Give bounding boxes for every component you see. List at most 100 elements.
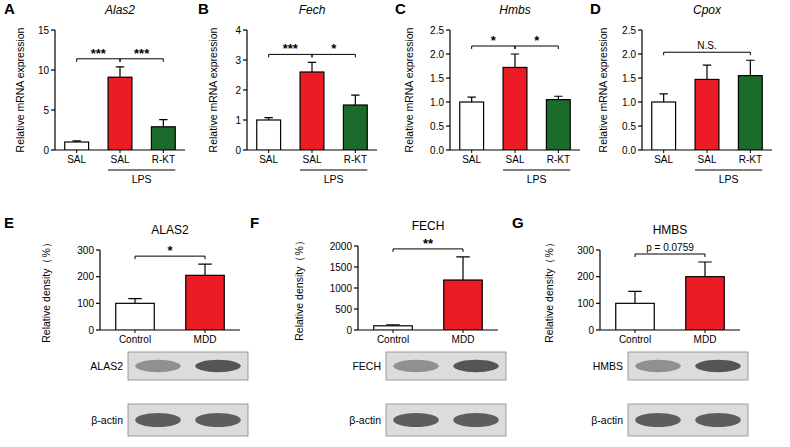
marks xyxy=(460,54,571,150)
x-tick-label: SAL xyxy=(654,154,673,165)
bar xyxy=(374,326,413,330)
error-bar xyxy=(264,118,272,120)
y-tick-label: 1.5 xyxy=(430,73,444,84)
y-axis xyxy=(449,30,450,150)
x-tick xyxy=(471,150,472,153)
bar xyxy=(460,102,484,150)
chart-title: Alas2 xyxy=(104,3,135,17)
x-tick-label: R-KT xyxy=(739,154,762,165)
x-tick xyxy=(355,150,356,153)
group-line xyxy=(695,170,762,171)
blot-label: ALAS2 xyxy=(90,360,123,372)
blot-frame xyxy=(128,404,248,436)
bar xyxy=(300,72,324,150)
y-tick-label: 0 xyxy=(88,325,94,336)
bar xyxy=(546,100,570,150)
y-tick-label: 10 xyxy=(38,65,50,76)
x-tick xyxy=(663,150,664,153)
x-tick-label: MDD xyxy=(194,334,217,345)
y-tick xyxy=(446,101,450,102)
significance-label: N.S. xyxy=(697,40,716,51)
figure: AAlas2Relative mRNA expression051015SALS… xyxy=(0,0,790,447)
y-tick-label: 1.0 xyxy=(622,97,636,108)
y-axis-label: Relative density（%） xyxy=(40,237,52,342)
group-line xyxy=(503,170,570,171)
y-tick-label: 0.5 xyxy=(430,121,444,132)
group-label: LPS xyxy=(132,173,152,185)
error-bar xyxy=(703,65,711,79)
y-tick-label: 0 xyxy=(235,145,241,156)
panel: DCpoxRelative mRNA expression0.00.51.01.… xyxy=(590,0,772,185)
y-tick xyxy=(243,149,247,150)
y-axis-label: Relative density（%） xyxy=(543,237,555,342)
group-line xyxy=(300,170,367,171)
error-bar xyxy=(351,95,359,105)
x-tick-label: R-KT xyxy=(547,154,570,165)
y-tick xyxy=(638,125,642,126)
x-tick-label: SAL xyxy=(303,154,322,165)
bar xyxy=(343,105,367,150)
error-bar xyxy=(628,291,641,303)
y-tick-label: 0.0 xyxy=(430,145,444,156)
marks xyxy=(257,62,368,150)
error-bar xyxy=(72,141,80,142)
y-tick-label: 2 xyxy=(235,85,241,96)
y-tick-label: 0.0 xyxy=(622,145,636,156)
chart-title: Hmbs xyxy=(499,3,530,17)
y-tick-label: 3 xyxy=(235,55,241,66)
y-tick-label: 2.0 xyxy=(622,49,636,60)
x-tick xyxy=(163,150,164,153)
error-bar xyxy=(659,94,667,102)
x-tick-label: Control xyxy=(377,334,409,345)
bar xyxy=(695,79,719,150)
blot-band xyxy=(695,413,741,427)
blot-band xyxy=(135,413,181,427)
chart-title: Cpox xyxy=(693,3,722,17)
error-bar xyxy=(456,257,469,280)
x-tick-label: Control xyxy=(619,334,651,345)
marks xyxy=(374,257,483,330)
blot-band xyxy=(453,413,499,427)
blot-label: β-actin xyxy=(349,414,381,426)
y-tick-label: 0 xyxy=(43,145,49,156)
panel-label: B xyxy=(198,0,209,17)
blot-label: FECH xyxy=(352,360,381,372)
panel: CHmbsRelative mRNA expression0.00.51.01.… xyxy=(395,0,580,185)
y-tick-label: 1 xyxy=(235,115,241,126)
y-tick xyxy=(96,303,100,304)
y-tick xyxy=(446,29,450,30)
y-tick-label: 500 xyxy=(335,304,352,315)
y-tick-label: 5 xyxy=(43,105,49,116)
chart-title: HMBS xyxy=(653,223,688,237)
blot-band xyxy=(135,360,181,372)
x-tick xyxy=(558,150,559,153)
significance-label: *** xyxy=(283,41,299,56)
y-tick xyxy=(96,276,100,277)
x-tick xyxy=(705,330,706,333)
panel: GHMBSRelative density（%）0100200300Contro… xyxy=(512,214,748,436)
bar xyxy=(503,67,527,150)
y-axis xyxy=(99,250,100,330)
y-tick-label: 2.5 xyxy=(622,25,636,36)
y-tick-label: 15 xyxy=(38,25,50,36)
error-bar xyxy=(554,96,562,99)
panel-label: E xyxy=(4,214,14,231)
x-tick-label: MDD xyxy=(694,334,717,345)
group-line xyxy=(108,170,175,171)
bar xyxy=(444,280,483,330)
x-tick xyxy=(463,330,464,333)
y-tick xyxy=(596,249,600,250)
y-tick xyxy=(596,303,600,304)
y-tick xyxy=(596,329,600,330)
y-tick xyxy=(96,249,100,250)
y-tick-label: 300 xyxy=(577,245,594,256)
group-label: LPS xyxy=(527,173,547,185)
blot-frame xyxy=(128,352,248,380)
x-tick-label: MDD xyxy=(452,334,475,345)
x-tick-label: SAL xyxy=(462,154,481,165)
panel: BFechRelative mRNA expression01234SALSAL… xyxy=(198,0,377,185)
panel-label: D xyxy=(590,0,601,17)
significance-label: * xyxy=(167,243,173,258)
blot-frame xyxy=(386,404,506,436)
y-axis-label: Relative mRNA expression xyxy=(14,27,26,152)
